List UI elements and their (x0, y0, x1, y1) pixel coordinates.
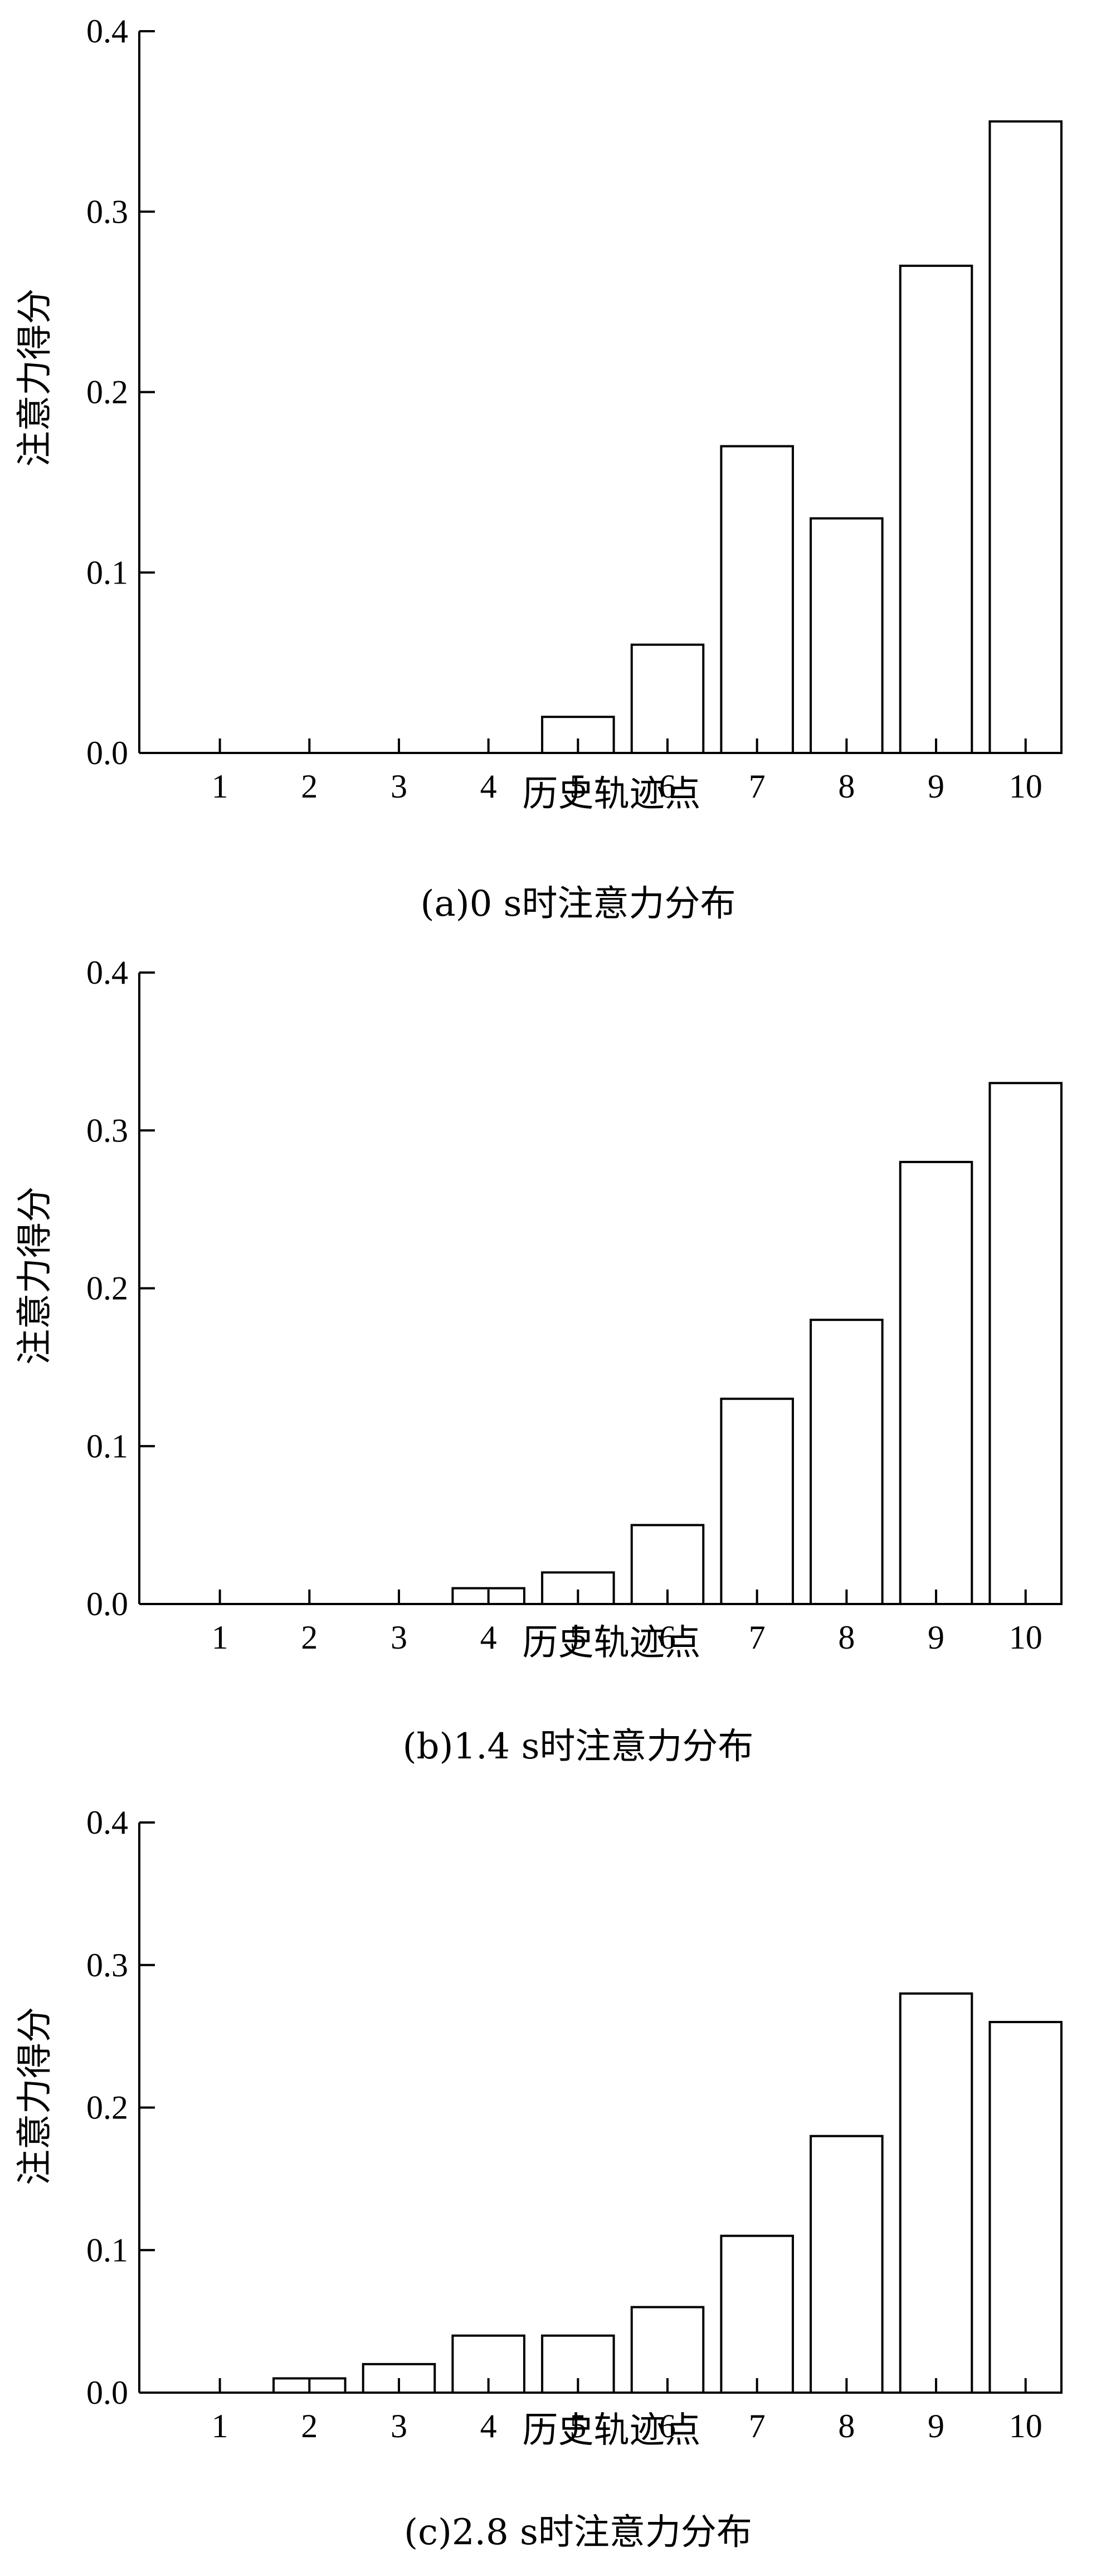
panel-caption: (c)2.8 s时注意力分布 (404, 2512, 752, 2553)
chart-panel-a: 0.0 0.1 0.2 0.3 0.4 1 2 3 4 5 6 7 8 9 10 历史轨迹点 注意力得分 (a)0… (14, 13, 1063, 925)
bar-10 (988, 120, 1063, 754)
y-tick-label: 0.3 (86, 1112, 128, 1149)
bar-9 (899, 1160, 973, 1605)
x-axis-label: 历史轨迹点 (523, 2410, 701, 2451)
y-axis-label: 注意力得分 (14, 2007, 56, 2185)
x-tick-label: 3 (391, 1619, 407, 1656)
y-tick-label: 0.3 (86, 193, 128, 230)
bar-9 (899, 264, 973, 754)
panel-caption: (a)0 s时注意力分布 (421, 883, 736, 925)
x-tick-label: 5 (569, 2408, 586, 2444)
panel-caption: (b)1.4 s时注意力分布 (403, 1726, 754, 1767)
x-tick-label: 2 (301, 2408, 318, 2444)
y-tick-label: 0.4 (86, 13, 128, 50)
chart-panel-b: 0.0 0.1 0.2 0.3 0.4 1 2 3 4 5 6 7 8 9 10 历史轨迹点 注意力得分 (b)1… (14, 954, 1063, 1767)
bar-10 (988, 2021, 1063, 2394)
x-tick-label: 5 (569, 768, 586, 805)
x-tick-label: 6 (659, 2408, 676, 2444)
y-tick-label: 0.1 (86, 554, 128, 591)
x-tick-label: 1 (212, 2408, 228, 2444)
x-tick-label: 7 (749, 768, 766, 805)
x-tick-label: 2 (301, 768, 318, 805)
y-tick-label: 0.0 (86, 1586, 128, 1622)
x-tick-label: 8 (838, 768, 855, 805)
x-tick-label: 6 (659, 768, 676, 805)
bar-10 (988, 1082, 1063, 1605)
x-tick-label: 10 (1009, 1619, 1042, 1656)
x-tick-label: 4 (480, 2408, 497, 2444)
x-tick-label: 3 (391, 768, 407, 805)
x-tick-label: 9 (928, 1619, 944, 1656)
y-tick-label: 0.0 (86, 735, 128, 771)
bar-7 (720, 1397, 794, 1605)
x-tick-label: 4 (480, 1619, 497, 1656)
x-tick-label: 2 (301, 1619, 318, 1656)
bar-6 (630, 643, 705, 754)
y-axis-label: 注意力得分 (14, 1187, 56, 1365)
bar-9 (899, 1992, 973, 2394)
x-tick-label: 9 (928, 768, 944, 805)
y-axis-label: 注意力得分 (14, 289, 56, 467)
x-tick-label: 9 (928, 2408, 944, 2444)
y-tick-label: 0.2 (86, 374, 128, 411)
x-axis-label: 历史轨迹点 (523, 1622, 701, 1664)
y-tick-label: 0.2 (86, 1270, 128, 1307)
bar-7 (720, 2234, 794, 2394)
bar-8 (810, 1319, 884, 1605)
x-tick-label: 10 (1009, 768, 1042, 805)
y-tick-label: 0.2 (86, 2089, 128, 2126)
y-tick-label: 0.0 (86, 2374, 128, 2411)
bar-8 (810, 2135, 884, 2394)
x-tick-label: 1 (212, 1619, 228, 1656)
y-tick-label: 0.1 (86, 1428, 128, 1465)
bar-7 (720, 445, 794, 754)
x-tick-label: 7 (749, 2408, 766, 2444)
x-tick-label: 7 (749, 1619, 766, 1656)
x-tick-label: 4 (480, 768, 497, 805)
y-tick-label: 0.4 (86, 954, 128, 991)
y-tick-label: 0.1 (86, 2232, 128, 2268)
x-tick-label: 3 (391, 2408, 407, 2444)
bar-8 (810, 517, 884, 754)
chart-panel-c: 0.0 0.1 0.2 0.3 0.4 1 2 3 4 5 6 7 8 9 10 历史轨迹点 注意力得分 (c)2… (14, 1804, 1063, 2553)
y-tick-label: 0.4 (86, 1804, 128, 1841)
x-tick-label: 8 (838, 1619, 855, 1656)
x-tick-label: 6 (659, 1619, 676, 1656)
y-tick-label: 0.3 (86, 1947, 128, 1984)
x-tick-label: 5 (569, 1619, 586, 1656)
x-tick-label: 8 (838, 2408, 855, 2444)
x-tick-label: 10 (1009, 2408, 1042, 2444)
x-tick-label: 1 (212, 768, 228, 805)
x-axis-label: 历史轨迹点 (523, 774, 701, 815)
